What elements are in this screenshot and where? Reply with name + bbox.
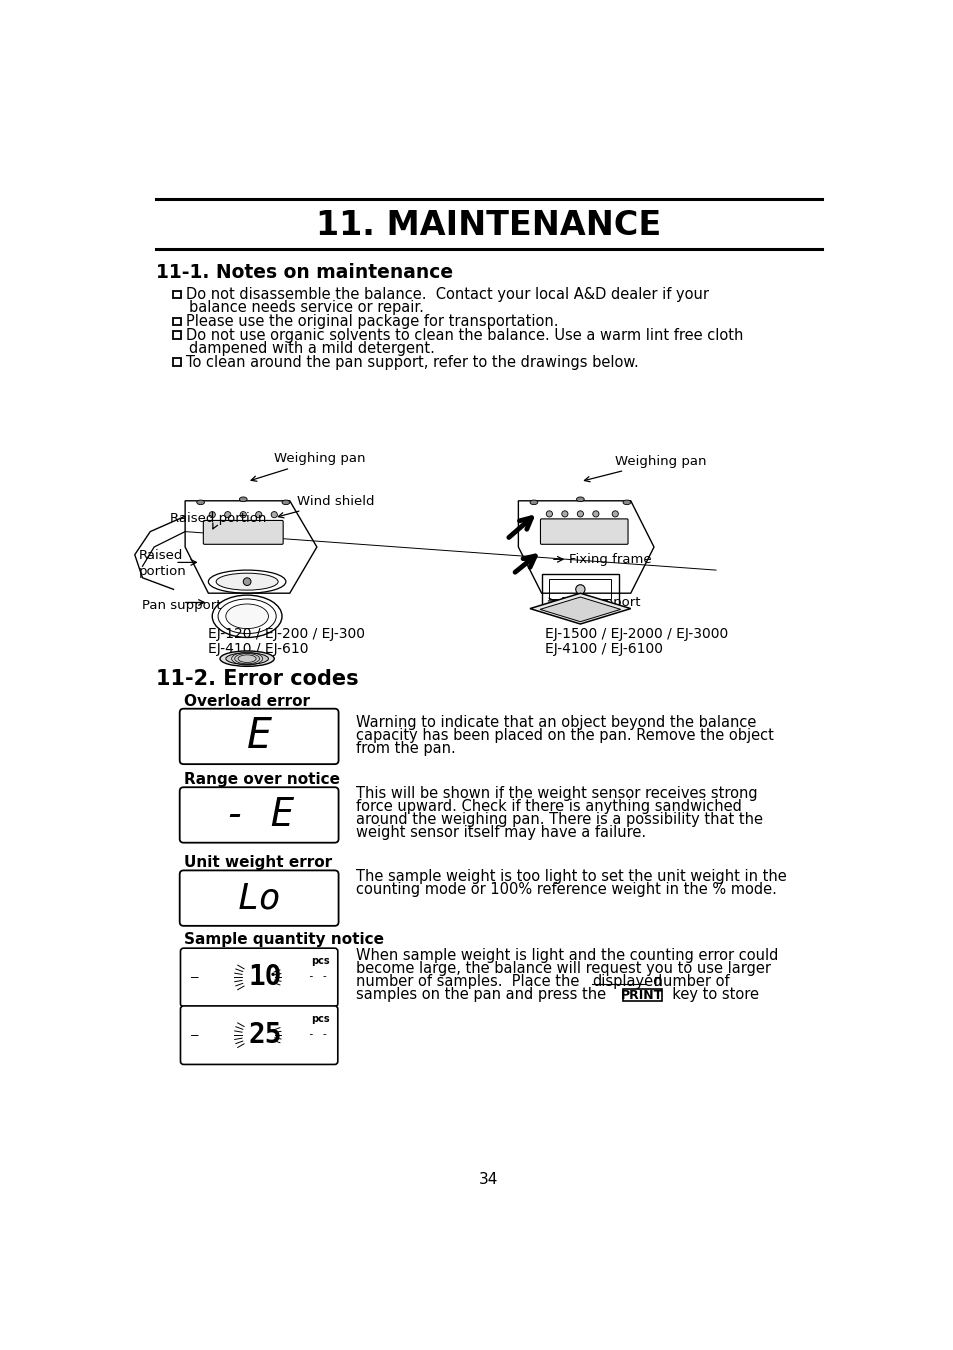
Circle shape: [240, 512, 246, 518]
Circle shape: [209, 512, 215, 518]
Circle shape: [612, 510, 618, 517]
Circle shape: [575, 585, 584, 594]
Text: 11-2. Error codes: 11-2. Error codes: [155, 670, 358, 690]
Text: Sample quantity notice: Sample quantity notice: [183, 933, 383, 948]
FancyBboxPatch shape: [180, 1006, 337, 1064]
Text: displayed: displayed: [592, 973, 661, 988]
Text: Pan support: Pan support: [142, 599, 222, 612]
Circle shape: [577, 510, 583, 517]
Text: —: —: [191, 971, 198, 984]
Text: Do not use organic solvents to clean the balance. Use a warm lint free cloth: Do not use organic solvents to clean the…: [186, 328, 742, 343]
Circle shape: [271, 512, 277, 518]
Text: pcs: pcs: [311, 956, 329, 965]
Text: Please use the original package for transportation.: Please use the original package for tran…: [186, 315, 558, 329]
Text: Weighing pan: Weighing pan: [251, 452, 365, 481]
Text: become large, the balance will request you to use larger: become large, the balance will request y…: [355, 961, 770, 976]
Ellipse shape: [282, 500, 290, 505]
Text: E: E: [247, 716, 272, 757]
Text: balance needs service or repair.: balance needs service or repair.: [189, 300, 423, 315]
Ellipse shape: [226, 653, 268, 664]
Bar: [173, 331, 181, 339]
Text: EJ-120 / EJ-200 / EJ-300: EJ-120 / EJ-200 / EJ-300: [208, 626, 365, 641]
Ellipse shape: [226, 603, 268, 629]
Ellipse shape: [530, 500, 537, 505]
Text: When sample weight is light and the counting error could: When sample weight is light and the coun…: [355, 948, 778, 963]
Text: Raised
portion: Raised portion: [138, 549, 186, 578]
Circle shape: [592, 510, 598, 517]
Circle shape: [561, 510, 567, 517]
Text: dampened with a mild detergent.: dampened with a mild detergent.: [189, 340, 435, 356]
Circle shape: [546, 510, 552, 517]
Text: force upward. Check if there is anything sandwiched: force upward. Check if there is anything…: [355, 799, 740, 814]
Text: —: —: [191, 1029, 198, 1042]
Text: samples on the pan and press the: samples on the pan and press the: [355, 987, 615, 1002]
FancyBboxPatch shape: [203, 521, 283, 544]
Text: weight sensor itself may have a failure.: weight sensor itself may have a failure.: [355, 825, 645, 840]
Text: Do not disassemble the balance.  Contact your local A&D dealer if your: Do not disassemble the balance. Contact …: [186, 288, 708, 302]
Text: key to store: key to store: [662, 987, 759, 1002]
Text: To clean around the pan support, refer to the drawings below.: To clean around the pan support, refer t…: [186, 355, 638, 370]
Text: Lo: Lo: [237, 882, 280, 915]
FancyBboxPatch shape: [179, 787, 338, 842]
Circle shape: [224, 512, 231, 518]
Text: Warning to indicate that an object beyond the balance: Warning to indicate that an object beyon…: [355, 716, 755, 730]
Text: 25: 25: [249, 1021, 282, 1049]
Text: 10: 10: [249, 964, 282, 991]
Text: This will be shown if the weight sensor receives strong: This will be shown if the weight sensor …: [355, 786, 757, 801]
Bar: [173, 317, 181, 325]
Text: counting mode or 100% reference weight in the % mode.: counting mode or 100% reference weight i…: [355, 882, 776, 898]
FancyBboxPatch shape: [179, 871, 338, 926]
FancyBboxPatch shape: [180, 948, 337, 1007]
FancyBboxPatch shape: [179, 709, 338, 764]
Ellipse shape: [196, 500, 204, 505]
Ellipse shape: [622, 500, 630, 505]
Text: number of samples.  Place the: number of samples. Place the: [355, 973, 583, 988]
Text: Raised portion: Raised portion: [170, 513, 266, 529]
Text: from the pan.: from the pan.: [355, 741, 455, 756]
Text: The sample weight is too light to set the unit weight in the: The sample weight is too light to set th…: [355, 869, 785, 884]
Bar: [622, 990, 661, 1002]
Bar: [173, 358, 181, 366]
Text: around the weighing pan. There is a possibility that the: around the weighing pan. There is a poss…: [355, 813, 761, 828]
FancyBboxPatch shape: [540, 518, 627, 544]
Text: Fixing frame: Fixing frame: [568, 552, 651, 566]
Ellipse shape: [576, 497, 583, 502]
Polygon shape: [539, 597, 620, 622]
Text: Range over notice: Range over notice: [183, 772, 339, 787]
Text: capacity has been placed on the pan. Remove the object: capacity has been placed on the pan. Rem…: [355, 728, 773, 743]
Text: EJ-410 / EJ-610: EJ-410 / EJ-610: [208, 641, 309, 656]
Text: - E: - E: [224, 796, 294, 834]
Ellipse shape: [239, 497, 247, 502]
Text: Wind shield: Wind shield: [278, 494, 375, 518]
Text: - -: - -: [307, 1029, 328, 1038]
Text: Weighing pan: Weighing pan: [584, 455, 706, 482]
Circle shape: [243, 578, 251, 586]
Text: Pan support: Pan support: [560, 595, 639, 609]
Circle shape: [255, 512, 261, 518]
Text: pcs: pcs: [311, 1014, 329, 1023]
Text: 34: 34: [478, 1172, 498, 1188]
Bar: [173, 290, 181, 298]
Text: - -: - -: [307, 971, 328, 981]
Ellipse shape: [220, 651, 274, 667]
Text: EJ-1500 / EJ-2000 / EJ-3000: EJ-1500 / EJ-2000 / EJ-3000: [545, 626, 728, 641]
Text: Overload error: Overload error: [183, 694, 310, 709]
Text: Unit weight error: Unit weight error: [183, 855, 332, 871]
Text: PRINT: PRINT: [620, 988, 662, 1002]
Text: 11-1. Notes on maintenance: 11-1. Notes on maintenance: [155, 263, 453, 282]
Text: EJ-4100 / EJ-6100: EJ-4100 / EJ-6100: [545, 641, 662, 656]
Text: number of: number of: [648, 973, 728, 988]
Ellipse shape: [216, 574, 278, 590]
Text: 11. MAINTENANCE: 11. MAINTENANCE: [316, 209, 660, 242]
Polygon shape: [530, 593, 630, 624]
